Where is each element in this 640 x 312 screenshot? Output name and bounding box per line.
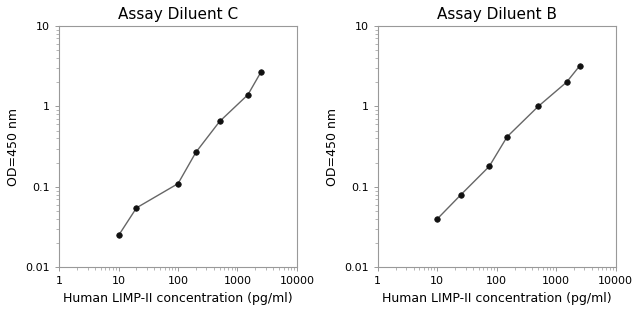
Y-axis label: OD=450 nm: OD=450 nm bbox=[7, 108, 20, 186]
X-axis label: Human LIMP-II concentration (pg/ml): Human LIMP-II concentration (pg/ml) bbox=[382, 292, 611, 305]
Title: Assay Diluent C: Assay Diluent C bbox=[118, 7, 238, 22]
Y-axis label: OD=450 nm: OD=450 nm bbox=[326, 108, 339, 186]
Title: Assay Diluent B: Assay Diluent B bbox=[436, 7, 557, 22]
X-axis label: Human LIMP-II concentration (pg/ml): Human LIMP-II concentration (pg/ml) bbox=[63, 292, 293, 305]
